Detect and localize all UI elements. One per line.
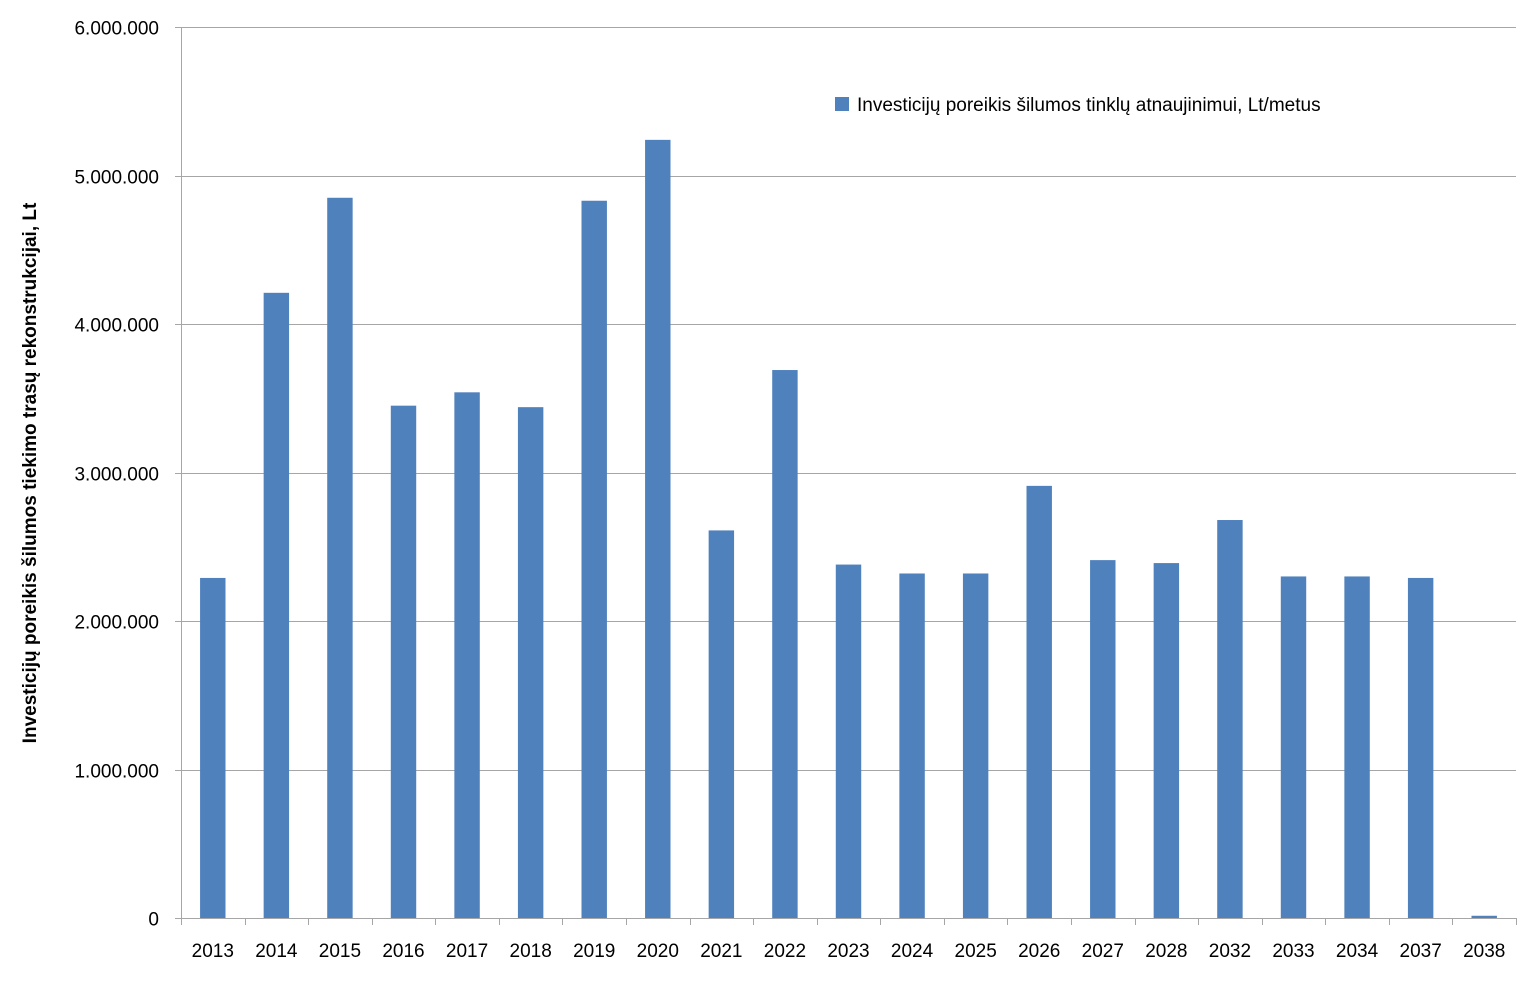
x-tick-label: 2033: [1272, 941, 1314, 962]
bar: [645, 139, 671, 919]
x-tick-label: 2028: [1145, 941, 1187, 962]
x-tick-label: 2027: [1082, 941, 1124, 962]
y-tick-label: 3.000.000: [74, 465, 159, 486]
x-tick-label: 2021: [700, 941, 742, 962]
x-tick-label: 2013: [192, 941, 234, 962]
bar: [390, 405, 417, 918]
bar: [708, 530, 735, 918]
y-axis-title: Investicijų poreikis šilumos tiekimo tra…: [20, 202, 41, 743]
y-tick-labels: 0 1.000.000 2.000.000 3.000.000 4.000.000 5.0…: [74, 19, 159, 931]
x-tick-label: 2019: [573, 941, 615, 962]
x-tick-labels: 2013 2014 2015 2016 2017 2018 2019 2020 2021 2022…: [192, 941, 1506, 962]
bar: [263, 292, 290, 918]
x-tick-label: 2034: [1336, 941, 1379, 962]
y-tick-label: 5.000.000: [74, 168, 159, 189]
axes: [175, 27, 1517, 925]
bar: [899, 573, 925, 918]
bar: [1090, 560, 1116, 918]
bar: [1344, 576, 1370, 918]
bar: [1217, 520, 1243, 918]
x-tick-label: 2022: [764, 941, 806, 962]
bar: [581, 200, 607, 918]
y-tick-label: 0: [148, 910, 159, 931]
bar: [1471, 915, 1497, 918]
legend: Investicijų poreikis šilumos tinklų atna…: [835, 95, 1321, 116]
x-tick-label: 2024: [891, 941, 934, 962]
x-tick-label: 2037: [1400, 941, 1442, 962]
bar: [327, 197, 353, 918]
bar: [517, 407, 544, 918]
y-tick-label: 2.000.000: [74, 613, 159, 634]
legend-swatch: [835, 97, 849, 111]
bar: [1026, 485, 1052, 918]
x-tick-label: 2018: [510, 941, 552, 962]
bar: [200, 577, 226, 918]
x-tick-label: 2025: [955, 941, 997, 962]
bar: [1407, 577, 1434, 918]
x-tick-label: 2032: [1209, 941, 1251, 962]
bar: [835, 564, 862, 918]
x-tick-label: 2020: [637, 941, 679, 962]
bar: [772, 370, 798, 918]
x-tick-label: 2014: [255, 941, 298, 962]
bar: [1280, 576, 1307, 918]
x-tick-label: 2023: [827, 941, 869, 962]
y-tick-label: 4.000.000: [74, 316, 159, 337]
x-tick-label: 2017: [446, 941, 488, 962]
x-tick-label: 2038: [1463, 941, 1505, 962]
legend-label: Investicijų poreikis šilumos tinklų atna…: [857, 95, 1321, 116]
x-tick-label: 2016: [382, 941, 424, 962]
y-tick-label: 1.000.000: [74, 762, 159, 783]
bar: [1153, 563, 1180, 918]
bar: [454, 392, 480, 918]
x-tick-label: 2026: [1018, 941, 1060, 962]
bar: [962, 573, 989, 918]
y-tick-label: 6.000.000: [74, 19, 159, 40]
bars: [200, 139, 1497, 919]
x-tick-label: 2015: [319, 941, 361, 962]
